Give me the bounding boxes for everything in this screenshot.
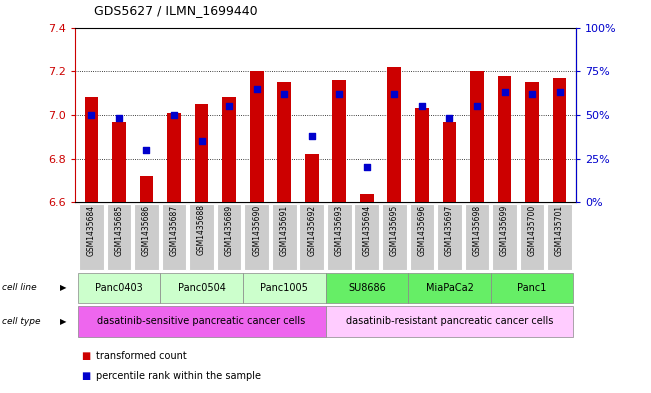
Bar xyxy=(443,121,456,202)
Text: cell line: cell line xyxy=(2,283,36,292)
Text: dasatinib-sensitive pancreatic cancer cells: dasatinib-sensitive pancreatic cancer ce… xyxy=(98,316,306,326)
FancyBboxPatch shape xyxy=(217,204,242,270)
Point xyxy=(86,112,96,118)
Point xyxy=(472,103,482,109)
Bar xyxy=(167,113,181,202)
Text: transformed count: transformed count xyxy=(96,351,186,361)
Text: SU8686: SU8686 xyxy=(348,283,385,293)
Text: GSM1435692: GSM1435692 xyxy=(307,204,316,255)
FancyBboxPatch shape xyxy=(519,204,544,270)
Bar xyxy=(360,194,374,202)
FancyBboxPatch shape xyxy=(326,272,408,303)
Point xyxy=(169,112,179,118)
Text: Panc0403: Panc0403 xyxy=(95,283,143,293)
FancyBboxPatch shape xyxy=(408,272,491,303)
Point xyxy=(141,147,152,153)
Point xyxy=(279,91,290,97)
FancyBboxPatch shape xyxy=(160,272,243,303)
Point xyxy=(389,91,400,97)
Bar xyxy=(250,71,264,202)
FancyBboxPatch shape xyxy=(134,204,159,270)
Text: GSM1435691: GSM1435691 xyxy=(280,204,288,255)
Text: MiaPaCa2: MiaPaCa2 xyxy=(426,283,473,293)
Text: Panc1: Panc1 xyxy=(518,283,547,293)
Text: GSM1435688: GSM1435688 xyxy=(197,204,206,255)
Point xyxy=(361,164,372,171)
Text: percentile rank within the sample: percentile rank within the sample xyxy=(96,371,260,381)
FancyBboxPatch shape xyxy=(77,306,326,337)
FancyBboxPatch shape xyxy=(465,204,490,270)
Bar xyxy=(525,82,539,202)
Text: Panc0504: Panc0504 xyxy=(178,283,225,293)
FancyBboxPatch shape xyxy=(382,204,407,270)
Point xyxy=(417,103,427,109)
Text: ■: ■ xyxy=(81,371,90,381)
Bar xyxy=(277,82,291,202)
FancyBboxPatch shape xyxy=(299,204,324,270)
Text: ▶: ▶ xyxy=(60,317,66,326)
FancyBboxPatch shape xyxy=(491,272,574,303)
FancyBboxPatch shape xyxy=(107,204,132,270)
Text: GSM1435699: GSM1435699 xyxy=(500,204,509,256)
Text: GSM1435694: GSM1435694 xyxy=(363,204,371,256)
FancyBboxPatch shape xyxy=(327,204,352,270)
Point xyxy=(444,115,454,121)
FancyBboxPatch shape xyxy=(243,272,326,303)
Text: Panc1005: Panc1005 xyxy=(260,283,308,293)
FancyBboxPatch shape xyxy=(161,204,186,270)
Point xyxy=(527,91,537,97)
Text: GSM1435693: GSM1435693 xyxy=(335,204,344,256)
Text: GSM1435697: GSM1435697 xyxy=(445,204,454,256)
Point xyxy=(334,91,344,97)
Bar xyxy=(305,154,318,202)
Text: GSM1435700: GSM1435700 xyxy=(527,204,536,256)
Text: GSM1435689: GSM1435689 xyxy=(225,204,234,255)
Text: dasatinib-resistant pancreatic cancer cells: dasatinib-resistant pancreatic cancer ce… xyxy=(346,316,553,326)
Point xyxy=(555,89,565,95)
FancyBboxPatch shape xyxy=(244,204,269,270)
Text: cell type: cell type xyxy=(2,317,40,326)
FancyBboxPatch shape xyxy=(409,204,434,270)
Text: GSM1435698: GSM1435698 xyxy=(473,204,482,255)
FancyBboxPatch shape xyxy=(492,204,517,270)
FancyBboxPatch shape xyxy=(79,204,104,270)
Text: GSM1435686: GSM1435686 xyxy=(142,204,151,255)
Text: GSM1435695: GSM1435695 xyxy=(390,204,399,256)
Bar xyxy=(139,176,154,202)
Bar xyxy=(415,108,429,202)
Text: ■: ■ xyxy=(81,351,90,361)
FancyBboxPatch shape xyxy=(326,306,574,337)
Bar xyxy=(333,80,346,202)
Point xyxy=(499,89,510,95)
Text: GSM1435687: GSM1435687 xyxy=(169,204,178,255)
FancyBboxPatch shape xyxy=(271,204,297,270)
FancyBboxPatch shape xyxy=(77,272,160,303)
Bar xyxy=(85,97,98,202)
Point xyxy=(251,86,262,92)
Text: GSM1435684: GSM1435684 xyxy=(87,204,96,255)
Bar xyxy=(222,97,236,202)
Text: GSM1435685: GSM1435685 xyxy=(115,204,124,255)
Text: GSM1435696: GSM1435696 xyxy=(417,204,426,256)
Bar xyxy=(112,121,126,202)
Bar xyxy=(387,67,401,202)
FancyBboxPatch shape xyxy=(354,204,379,270)
FancyBboxPatch shape xyxy=(189,204,214,270)
Point xyxy=(307,133,317,139)
Bar xyxy=(497,75,512,202)
FancyBboxPatch shape xyxy=(547,204,572,270)
Text: GDS5627 / ILMN_1699440: GDS5627 / ILMN_1699440 xyxy=(94,4,258,18)
Bar xyxy=(195,104,208,202)
Text: GSM1435701: GSM1435701 xyxy=(555,204,564,255)
Point xyxy=(224,103,234,109)
Bar xyxy=(553,78,566,202)
Point xyxy=(114,115,124,121)
FancyBboxPatch shape xyxy=(437,204,462,270)
Point xyxy=(197,138,207,144)
Text: GSM1435690: GSM1435690 xyxy=(252,204,261,256)
Bar xyxy=(470,71,484,202)
Text: ▶: ▶ xyxy=(60,283,66,292)
